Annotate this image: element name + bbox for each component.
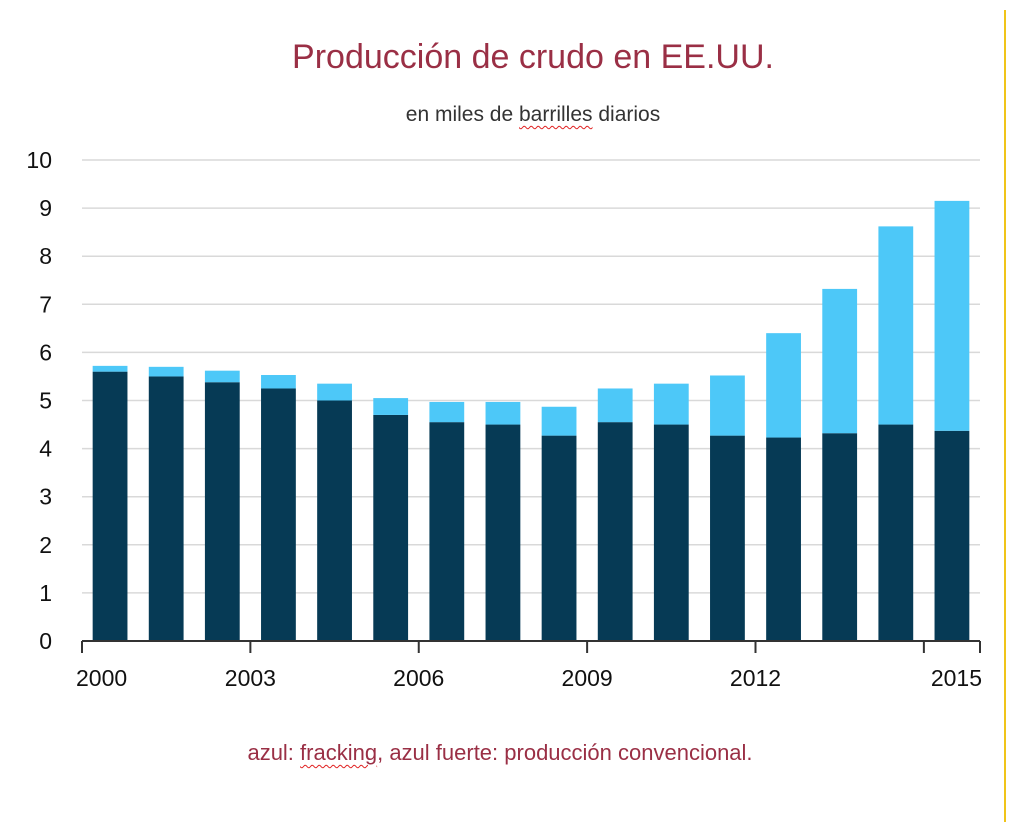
x-tick-label: 2015 [931,665,982,691]
y-tick-label: 5 [39,388,52,414]
y-tick-label: 6 [39,339,52,365]
y-tick-label: 1 [39,580,52,606]
y-tick-label: 4 [39,436,52,462]
subtitle-part-1: en miles de [405,103,519,126]
tick-labels: 0 1 2 3 4 5 6 7 8 9 10 2000 2003 2006 2009 2012 2015 [26,147,982,691]
bar-2007-series-2 [485,401,521,425]
bar-2011-series-2 [710,375,745,436]
bar-2000-series-2 [92,365,128,372]
bar-2015-series-2 [934,200,970,431]
footnote-part-2: fracking [300,740,378,765]
bar-2011-series-1 [710,435,745,641]
bar-2002-series-2 [204,370,240,383]
bar-2009-series-2 [597,388,633,423]
bar-2000-series-1 [92,371,128,641]
bar-2014-series-2 [878,226,914,425]
bar-2013-series-2 [822,288,858,434]
side-accent-rule [1004,10,1006,822]
chart-title: Producción de crudo en EE.UU. [292,38,774,76]
bar-2008-series-1 [541,435,577,641]
bar-2007-series-1 [485,424,521,641]
y-tick-label: 10 [26,147,52,173]
bar-2002-series-1 [204,382,240,641]
y-tick-label: 2 [39,532,52,558]
chart-footnote: azul: fracking, azul fuerte: producción … [0,740,1000,766]
bar-2004-series-2 [317,383,352,401]
y-tick-label: 3 [39,484,52,510]
y-tick-label: 0 [39,628,52,654]
axes [81,640,981,653]
bar-2009-series-1 [597,422,633,641]
bar-2005-series-1 [373,414,409,641]
bar-2003-series-2 [261,375,296,389]
footnote-part-3: , azul fuerte: producción convencional. [377,740,753,765]
x-tick-label: 2000 [76,665,127,691]
bar-2014-series-1 [878,424,914,641]
subtitle-part-2: barrilles [519,103,593,126]
bar-2013-series-1 [822,433,858,641]
bar-2003-series-1 [261,388,296,641]
bar-2010-series-2 [653,383,689,425]
bar-2001-series-1 [148,376,184,641]
x-tick-label: 2009 [562,665,613,691]
footnote-part-1: azul: [247,740,301,765]
bar-2001-series-2 [148,366,184,377]
bar-2012-series-1 [766,437,801,641]
bar-2004-series-1 [317,400,352,641]
x-tick-label: 2012 [730,665,781,691]
bar-2010-series-1 [653,424,689,641]
x-tick-label: 2006 [393,665,444,691]
chart-subtitle: en miles de barrilles diarios [0,103,1026,127]
bar-2006-series-1 [429,422,465,641]
bar-2015-series-1 [934,430,970,641]
y-tick-label: 9 [39,195,52,221]
bar-2005-series-2 [373,398,409,415]
x-tick-label: 2003 [225,665,276,691]
y-tick-label: 7 [39,291,52,317]
y-tick-label: 8 [39,243,52,269]
bars [92,200,970,641]
bar-2012-series-2 [766,333,801,438]
subtitle-part-3: diarios [592,103,661,126]
bar-2006-series-2 [429,401,465,423]
bar-2008-series-2 [541,406,577,436]
